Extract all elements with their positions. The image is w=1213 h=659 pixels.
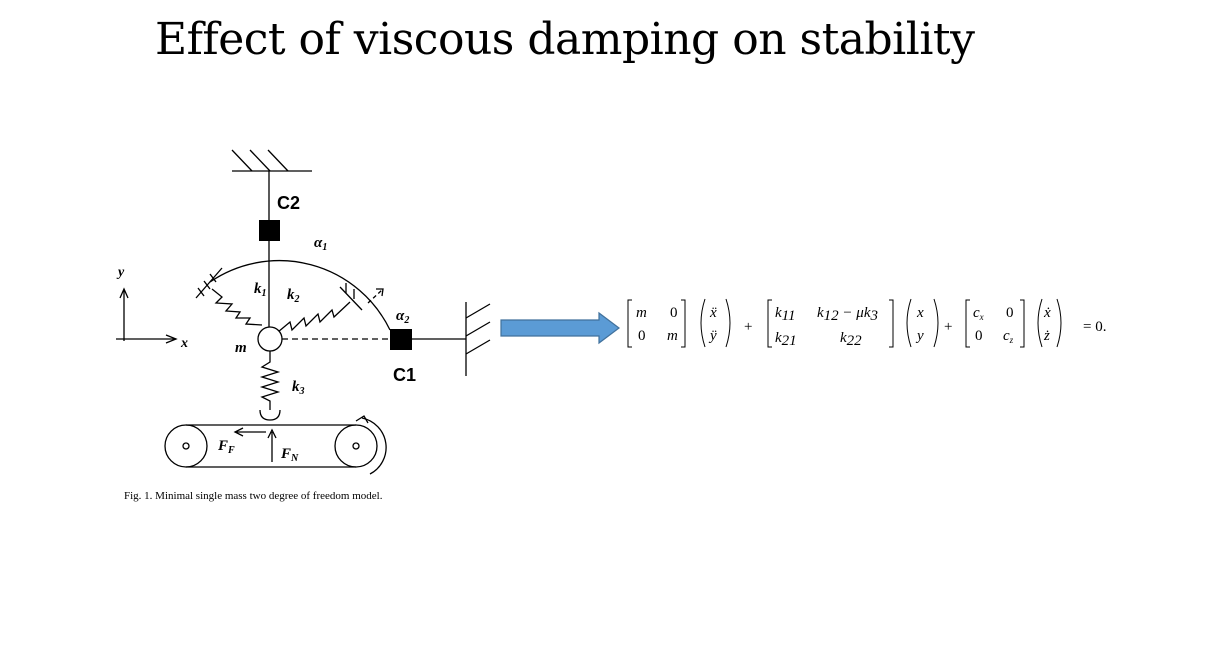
equation-rhs: = 0. (1083, 319, 1106, 335)
mechanical-model-diagram (116, 149, 491, 475)
right-pulley (334, 424, 378, 468)
pos-y: y (915, 328, 924, 344)
bracket (965, 299, 970, 348)
paren (933, 298, 939, 348)
x-axis-label: x (180, 336, 188, 351)
paren (906, 298, 912, 348)
damp-b: 0 (1006, 305, 1014, 321)
ground-hatch (231, 149, 253, 172)
mass-matrix-c: 0 (638, 328, 646, 344)
arrow-head (233, 427, 244, 437)
block-arrow (500, 311, 620, 345)
mass-circle (257, 326, 283, 352)
k1-spring (211, 288, 263, 326)
damp-d: cz (1003, 328, 1014, 345)
k3-label: k3 (292, 379, 305, 397)
stiff-d: k22 (840, 330, 862, 349)
anchor-hatch (203, 280, 211, 290)
equation-of-motion: m 0 0 m ẍ ÿ + k11 k12 − μk3 k21 k22 x y … (627, 298, 1106, 349)
ground-hatch (249, 149, 271, 172)
stiff-b: k12 − μk3 (817, 305, 878, 324)
arrow-head (119, 287, 129, 299)
left-pulley (164, 424, 208, 468)
y-axis-label: y (116, 265, 125, 280)
bracket (681, 299, 686, 348)
mass-matrix-d: m (667, 328, 678, 344)
c2-damper (259, 220, 280, 241)
mass-label: m (235, 340, 247, 356)
left-pulley-hub (182, 442, 190, 450)
damp-a: cx (973, 305, 984, 322)
damp-c: 0 (975, 328, 983, 344)
slide-title: Effect of viscous damping on stability (155, 14, 975, 65)
bracket (627, 299, 632, 348)
k2-spring (277, 301, 351, 333)
c1-damper (390, 329, 412, 350)
alpha1-label: α1 (314, 235, 327, 253)
arrow-head (355, 415, 369, 424)
acc-x: ẍ (709, 305, 717, 321)
anchor-hatch (209, 273, 217, 283)
vel-z: ż (1043, 328, 1050, 344)
stiff-c: k21 (775, 330, 797, 349)
wall-hatch (465, 321, 491, 337)
plus-sign: + (944, 319, 952, 335)
wall-hatch (465, 339, 491, 355)
paren (1037, 298, 1043, 348)
c2-label: C2 (277, 193, 300, 213)
rotation-arrow (361, 417, 387, 475)
right-pulley-hub (352, 442, 360, 450)
alpha-arc (209, 259, 391, 331)
k2-anchor (339, 286, 363, 311)
alpha2-label: α2 (396, 308, 409, 326)
bracket (767, 299, 772, 348)
ground-hatch (267, 149, 289, 172)
arrow-head (376, 288, 384, 297)
k3-spring (259, 351, 281, 410)
paren (1056, 298, 1062, 348)
mass-matrix-b: 0 (670, 305, 678, 321)
normal-force-label: FN (280, 446, 299, 464)
mass-matrix-a: m (636, 305, 647, 321)
bracket (889, 299, 894, 348)
k1-anchor (195, 267, 223, 299)
contact-shoe (259, 409, 281, 421)
friction-force-label: FF (217, 438, 235, 456)
alpha2-dashed-arrow (367, 289, 383, 304)
plus-sign: + (744, 319, 752, 335)
k2-label: k2 (287, 287, 300, 305)
vel-x: ẋ (1043, 305, 1051, 321)
anchor-hatch (197, 287, 205, 297)
paren (700, 298, 706, 348)
bracket (1020, 299, 1025, 348)
arrow-head (165, 334, 178, 344)
figure-caption: Fig. 1. Minimal single mass two degree o… (124, 490, 383, 502)
pos-x: x (916, 305, 924, 321)
stiff-a: k11 (775, 305, 796, 324)
k1-label: k1 (254, 281, 267, 299)
acc-y: ÿ (708, 328, 717, 344)
c1-label: C1 (393, 365, 416, 385)
wall-hatch (465, 303, 491, 319)
paren (725, 298, 731, 348)
arrow-head (267, 428, 277, 439)
